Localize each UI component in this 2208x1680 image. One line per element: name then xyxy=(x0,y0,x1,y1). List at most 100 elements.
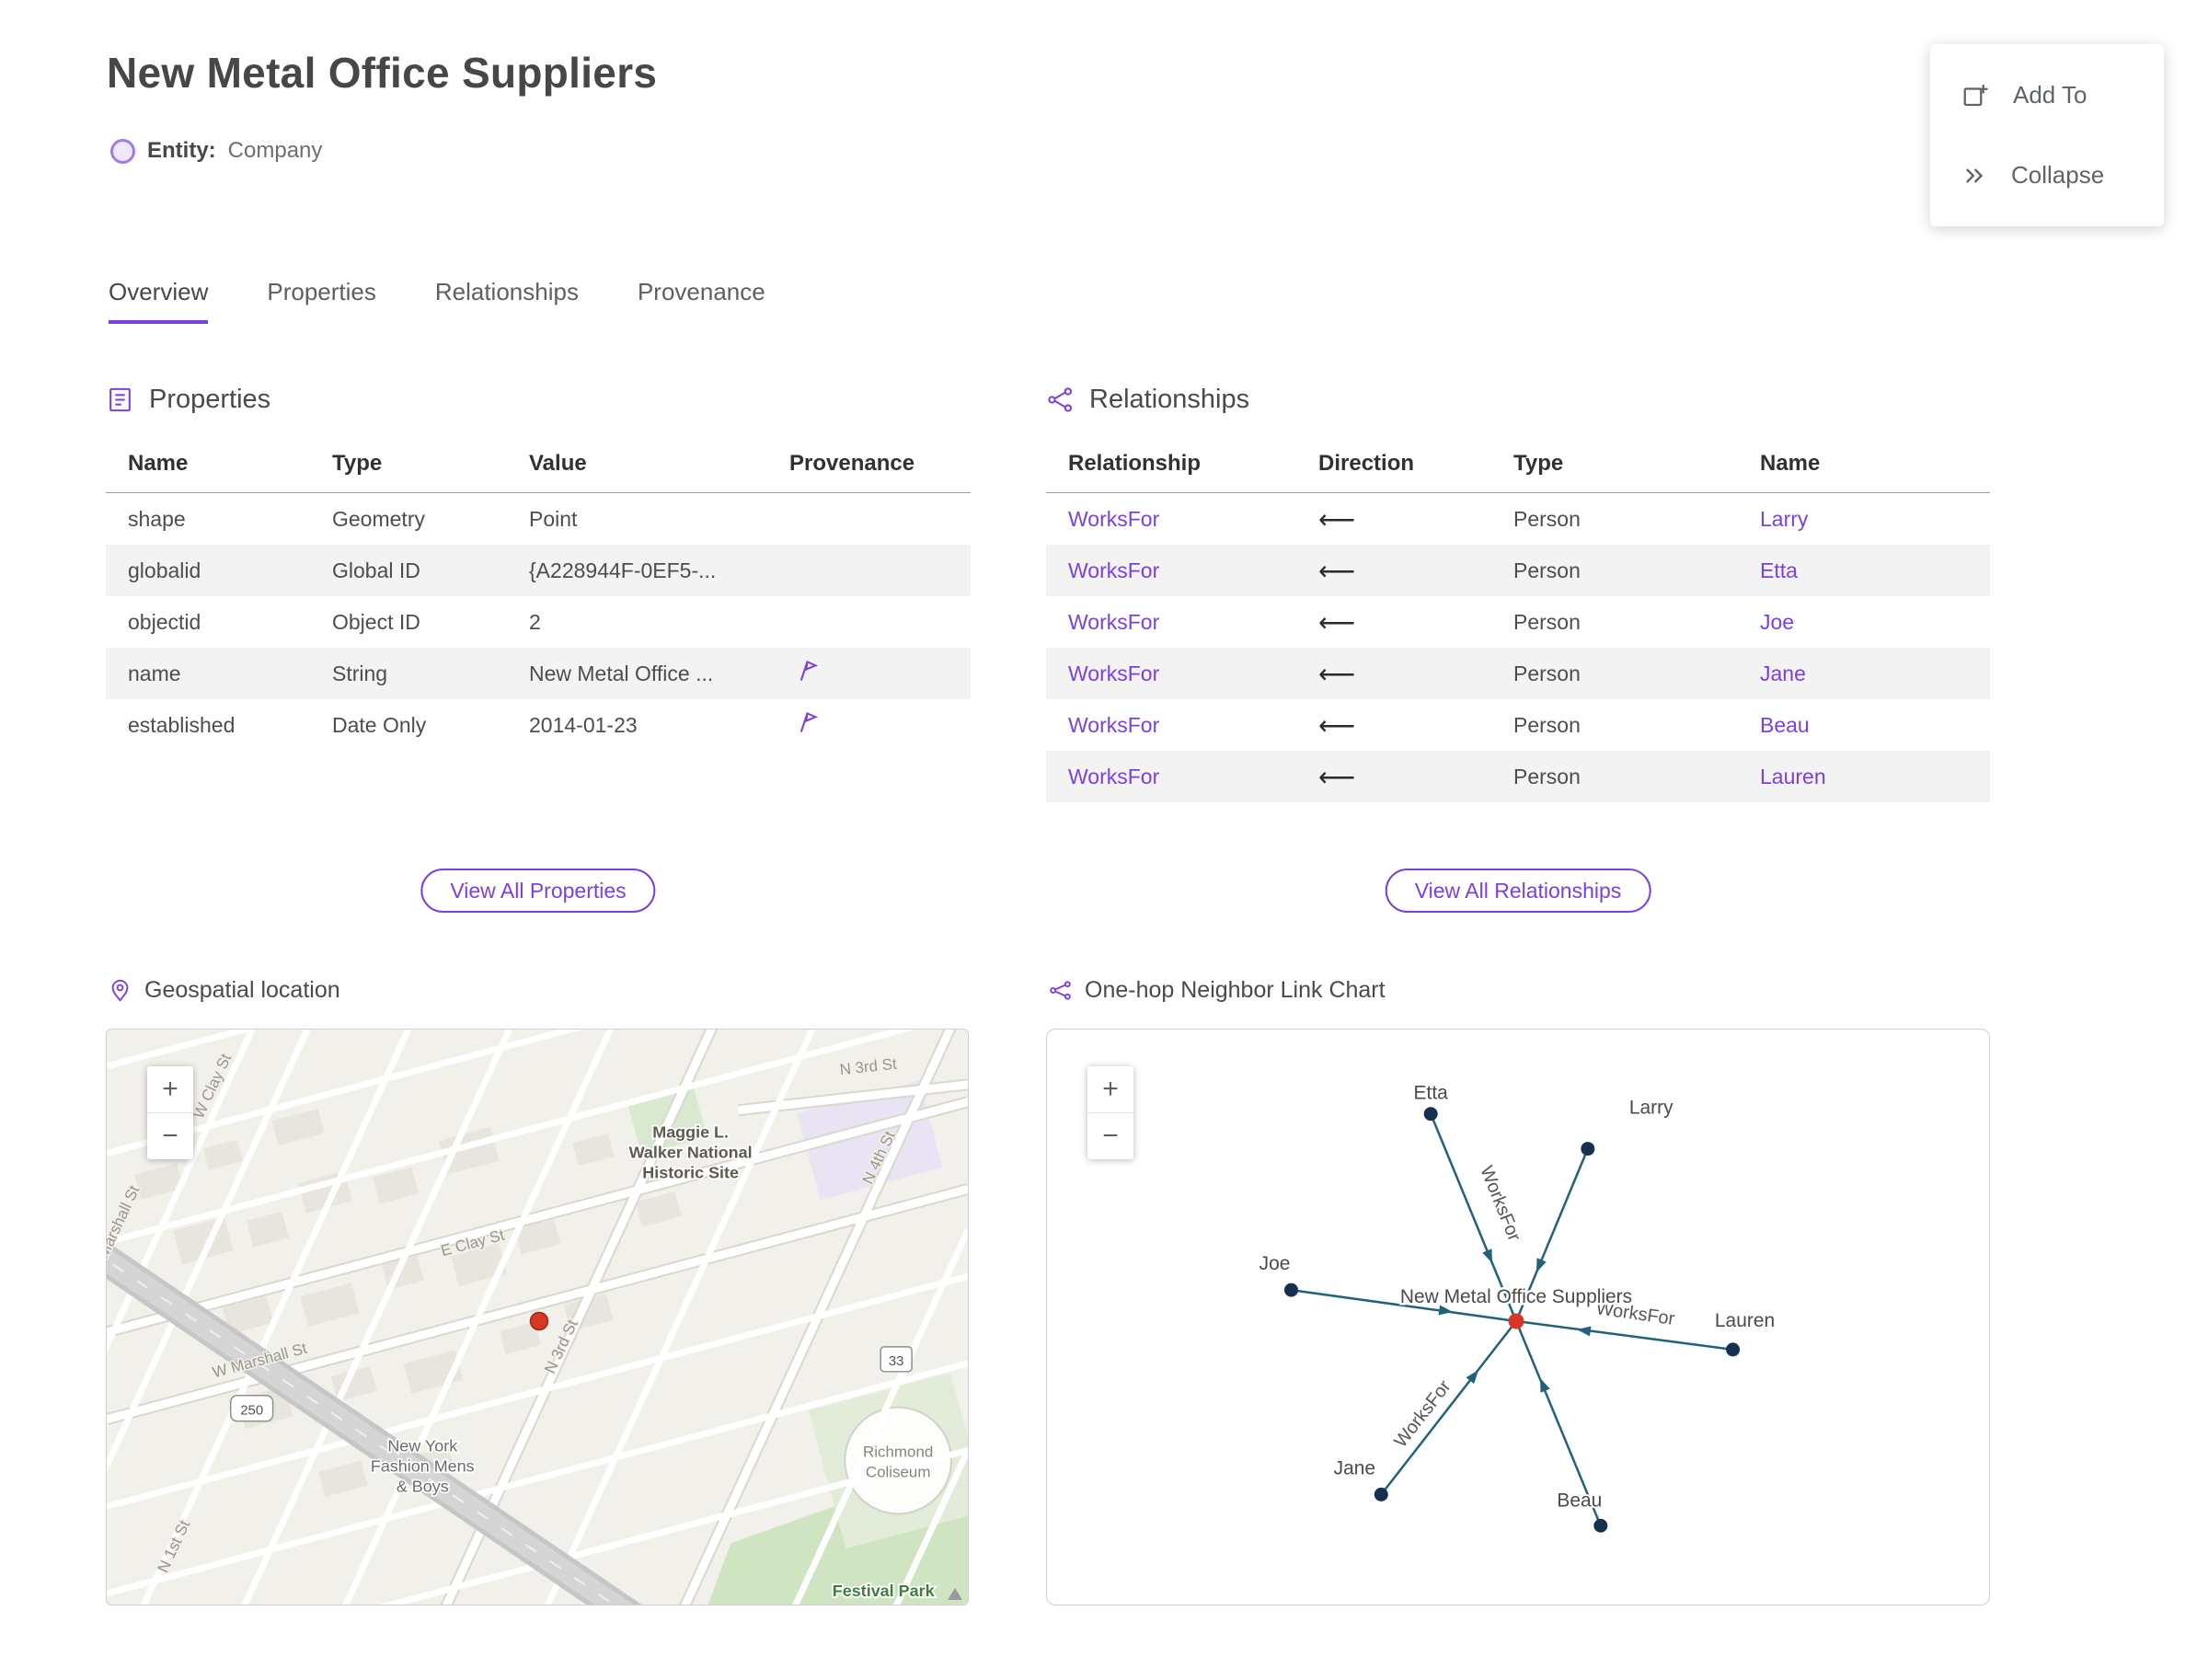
provenance-flag-icon[interactable] xyxy=(795,710,820,735)
relationship-link[interactable]: WorksFor xyxy=(1068,609,1160,634)
col-relationship: Relationship xyxy=(1046,440,1296,493)
entity-summary: Entity: Company xyxy=(110,138,322,164)
relationship-type: Person xyxy=(1513,764,1581,788)
col-rel-name: Name xyxy=(1738,440,1990,493)
link-chart-icon xyxy=(1050,981,1071,1000)
property-provenance xyxy=(767,545,971,596)
relationship-type: Person xyxy=(1513,558,1581,582)
node-center[interactable] xyxy=(1508,1313,1524,1329)
node-beau[interactable] xyxy=(1593,1518,1608,1533)
chart-zoom-in-button[interactable]: + xyxy=(1102,1074,1119,1104)
properties-section-header: Properties xyxy=(106,385,270,415)
node-etta[interactable] xyxy=(1423,1107,1438,1122)
relationship-link[interactable]: WorksFor xyxy=(1068,661,1160,685)
node-label-larry: Larry xyxy=(1629,1098,1673,1119)
edge-jane xyxy=(1380,1320,1517,1496)
tab-overview[interactable]: Overview xyxy=(109,278,209,324)
property-value: {A228944F-0EF5-... xyxy=(529,558,717,582)
property-name: objectid xyxy=(128,609,201,634)
tab-properties[interactable]: Properties xyxy=(267,278,376,305)
related-entity-link[interactable]: Larry xyxy=(1760,506,1809,531)
property-value: New Metal Office ... xyxy=(529,661,714,685)
relationship-type: Person xyxy=(1513,609,1581,634)
relationship-link[interactable]: WorksFor xyxy=(1068,558,1160,582)
view-all-properties-button[interactable]: View All Properties xyxy=(420,869,656,913)
map-zoom-out-button[interactable]: − xyxy=(147,1112,193,1159)
properties-table: Name Type Value Provenance shape Geometr… xyxy=(106,440,971,751)
property-value: 2014-01-23 xyxy=(529,712,638,737)
relationships-section-title: Relationships xyxy=(1089,385,1250,414)
relationship-link[interactable]: WorksFor xyxy=(1068,712,1160,737)
node-label-jane: Jane xyxy=(1334,1457,1375,1479)
properties-section-title: Properties xyxy=(149,385,271,414)
node-jane[interactable] xyxy=(1374,1487,1388,1502)
link-chart-section-title: One-hop Neighbor Link Chart xyxy=(1085,977,1386,1003)
related-entity-link[interactable]: Jane xyxy=(1760,661,1806,685)
node-label-etta: Etta xyxy=(1414,1083,1449,1104)
map-attribution-toggle-icon[interactable] xyxy=(948,1588,963,1601)
map-zoom-in-button[interactable]: + xyxy=(162,1074,178,1104)
view-all-relationships-button[interactable]: View All Relationships xyxy=(1385,869,1651,913)
related-entity-link[interactable]: Joe xyxy=(1760,609,1795,634)
entity-type-value: Company xyxy=(227,138,323,163)
node-lauren[interactable] xyxy=(1726,1342,1741,1357)
property-name: shape xyxy=(128,506,186,531)
svg-text:& Boys: & Boys xyxy=(397,1477,449,1495)
link-chart-panel: + − WorksFor WorksFor WorksFor New xyxy=(1046,1029,1990,1605)
tab-bar: Overview Properties Relationships Proven… xyxy=(109,278,765,324)
map-marker[interactable] xyxy=(529,1311,549,1331)
node-label-beau: Beau xyxy=(1557,1490,1602,1511)
property-type: Global ID xyxy=(332,558,420,582)
direction-arrow: ⟵ xyxy=(1318,556,1356,585)
relationships-header-row: Relationship Direction Type Name xyxy=(1046,440,1990,493)
col-direction: Direction xyxy=(1296,440,1491,493)
festival-park-label: Festival Park xyxy=(833,1582,935,1600)
relationship-row: WorksFor ⟵ Person Etta xyxy=(1046,545,1990,596)
node-labels: Etta Larry Joe Lauren Jane Beau xyxy=(1258,1081,1777,1513)
coliseum-label: Richmond Coliseum xyxy=(861,1442,935,1482)
relationship-link[interactable]: WorksFor xyxy=(1068,506,1160,531)
svg-text:Fashion Mens: Fashion Mens xyxy=(371,1456,475,1475)
property-row: name String New Metal Office ... xyxy=(106,648,971,699)
map-canvas[interactable]: 250 33 W Clay St Marshall St W Marshall … xyxy=(107,1030,968,1605)
page-title: New Metal Office Suppliers xyxy=(107,49,658,97)
edge-larry xyxy=(1514,1148,1590,1322)
relationship-link[interactable]: WorksFor xyxy=(1068,764,1160,788)
link-chart-canvas[interactable]: WorksFor WorksFor WorksFor New Metal Off… xyxy=(1047,1030,1989,1605)
provenance-flag-icon[interactable] xyxy=(795,659,820,684)
svg-text:250: 250 xyxy=(240,1403,263,1419)
property-row: globalid Global ID {A228944F-0EF5-... xyxy=(106,545,971,596)
property-row: established Date Only 2014-01-23 xyxy=(106,699,971,751)
related-entity-link[interactable]: Etta xyxy=(1760,558,1798,582)
add-to-button[interactable]: Add To xyxy=(1930,55,2164,135)
chart-zoom-out-button[interactable]: − xyxy=(1087,1112,1133,1159)
add-to-icon xyxy=(1963,84,1988,106)
property-provenance xyxy=(767,648,971,699)
tab-relationships[interactable]: Relationships xyxy=(434,278,579,305)
map-buildings xyxy=(133,1108,682,1497)
edge-arrows xyxy=(1438,1248,1592,1393)
node-joe[interactable] xyxy=(1283,1283,1298,1297)
svg-text:New York: New York xyxy=(387,1437,457,1456)
edge-joe xyxy=(1291,1288,1517,1323)
property-value: Point xyxy=(529,506,578,531)
node-larry[interactable] xyxy=(1581,1142,1595,1156)
node-label-lauren: Lauren xyxy=(1715,1310,1775,1331)
related-entity-link[interactable]: Lauren xyxy=(1760,764,1826,788)
direction-arrow: ⟵ xyxy=(1318,659,1356,688)
collapse-icon xyxy=(1966,167,1984,183)
streets-minor xyxy=(107,1030,968,1605)
map-zoom-control: + − xyxy=(147,1066,193,1159)
relationship-type: Person xyxy=(1513,506,1581,531)
tab-provenance[interactable]: Provenance xyxy=(637,278,765,305)
property-type: Object ID xyxy=(332,609,420,634)
property-name: globalid xyxy=(128,558,201,582)
edges xyxy=(1291,1113,1733,1526)
relationship-type: Person xyxy=(1513,661,1581,685)
highway xyxy=(107,1241,642,1605)
related-entity-link[interactable]: Beau xyxy=(1760,712,1810,737)
map-panel: + − xyxy=(106,1029,969,1605)
entity-label: Entity: xyxy=(147,138,216,163)
collapse-button[interactable]: Collapse xyxy=(1930,135,2164,215)
direction-arrow: ⟵ xyxy=(1318,504,1356,534)
